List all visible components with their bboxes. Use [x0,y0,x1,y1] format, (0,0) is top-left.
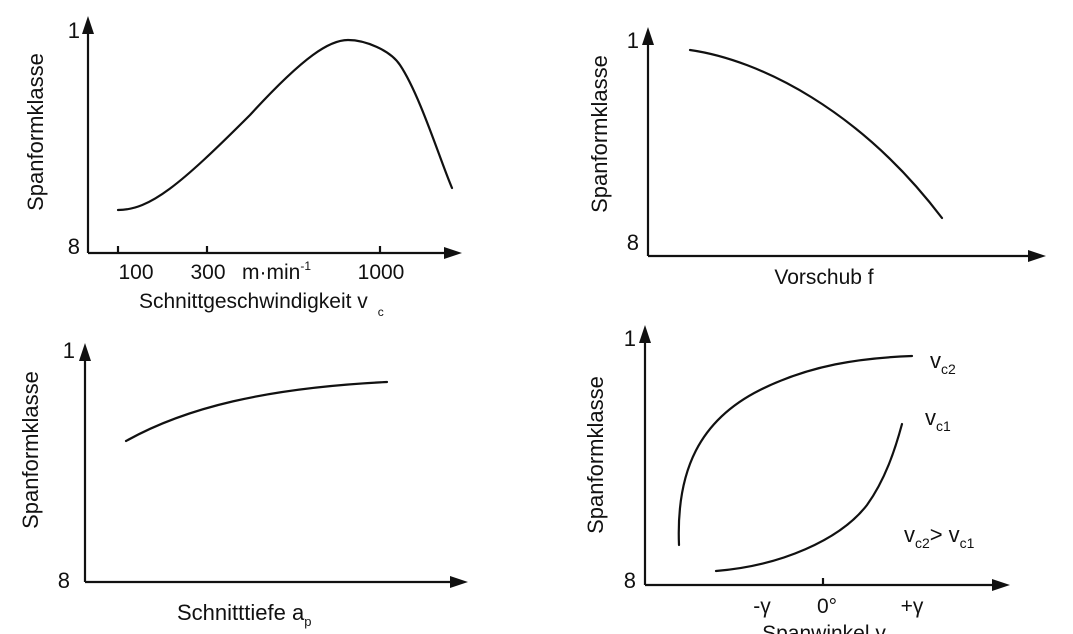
y-tick-label: 1 [624,326,636,351]
y-axis-label: Spanformklasse [587,55,612,213]
y-axis-arrow [82,16,94,34]
x-axis-label-main: Schnitttiefe a [177,600,305,625]
y-tick-label: 1 [627,28,639,53]
x-axis-label: Spanwinkel γ [762,622,886,634]
y-tick-label: 8 [627,230,639,255]
y-axis-arrow [642,27,654,45]
series-label-main: v [925,405,936,430]
series-label-vc1: vc1 [925,405,951,434]
x-axis-label-sub: p [304,614,311,629]
x-axis-arrow [1028,250,1046,262]
y-axis-label: Spanformklasse [583,376,608,534]
relation-gt: > [930,522,943,547]
panel-rake-angle: 1 8 -γ 0° +γ Spanwinkel γ Spanformklasse… [583,325,1010,634]
y-axis-label: Spanformklasse [23,53,48,211]
relation-v1: v [904,522,915,547]
series-label-vc2: vc2 [930,348,956,377]
panel-cutting-speed: 1 8 100 300 1000 m·min-1 Schnittgeschwin… [23,16,462,319]
series-line-vc2 [677,354,914,547]
x-axis-label-main: Schnittgeschwindigkeit v [139,290,368,313]
y-axis-arrow [639,325,651,343]
relation-v2: v [949,522,960,547]
x-tick-label: 300 [190,261,225,284]
x-axis-arrow [992,579,1010,591]
y-axis-arrow [79,343,91,361]
x-tick-label: 100 [118,261,153,284]
series-label-main: v [930,348,941,373]
x-tick-label: +γ [901,595,924,618]
series-line-vc1 [714,422,904,573]
x-axis-label: Schnittgeschwindigkeit v c [139,290,384,319]
relation-v1-sub: c2 [915,535,930,551]
y-tick-label: 8 [624,568,636,593]
x-tick-label: -γ [753,595,771,618]
unit-label: m·min-1 [242,259,311,284]
y-tick-label: 1 [63,338,75,363]
y-tick-label: 8 [58,568,70,593]
series-line [124,380,389,443]
panel-feed: 1 8 Vorschub f Spanformklasse [587,27,1046,289]
x-axis-arrow [444,247,462,259]
panel-cutting-depth: 1 8 Schnitttiefe ap Spanformklasse [18,338,468,629]
series-label-sub: c1 [936,418,951,434]
y-axis-label: Spanformklasse [18,371,43,529]
unit-superscript: -1 [300,259,311,273]
x-tick-label: 1000 [358,261,405,284]
x-axis-arrow [450,576,468,588]
x-axis-label-sub: c [378,305,384,319]
unit-main: m·min [242,261,300,284]
relation-note: vc2> vc1 [904,522,975,551]
x-tick-label: 0° [817,595,837,618]
series-line [688,48,944,220]
x-axis-label: Vorschub f [774,266,873,289]
x-axis-label: Schnitttiefe ap [177,600,311,629]
relation-v2-sub: c1 [960,535,975,551]
y-tick-label: 1 [68,18,80,43]
series-label-sub: c2 [941,361,956,377]
series-line [116,38,454,212]
y-tick-label: 8 [68,234,80,259]
